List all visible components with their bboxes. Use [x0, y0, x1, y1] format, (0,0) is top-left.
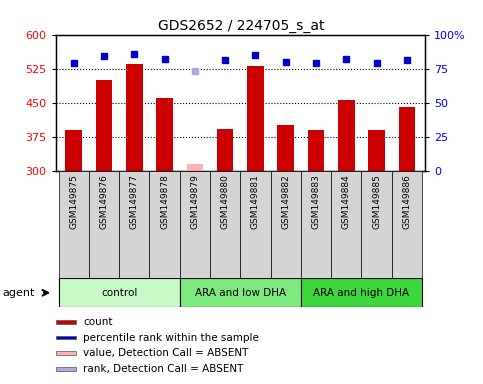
- Bar: [56, 367, 76, 371]
- Bar: [398, 107, 415, 171]
- Bar: [301, 278, 422, 307]
- Bar: [186, 164, 203, 171]
- Text: GSM149875: GSM149875: [69, 174, 78, 229]
- Bar: [368, 130, 385, 171]
- Text: GDS2652 / 224705_s_at: GDS2652 / 224705_s_at: [158, 19, 325, 33]
- Text: GSM149881: GSM149881: [251, 174, 260, 229]
- Text: ARA and low DHA: ARA and low DHA: [195, 288, 286, 298]
- Bar: [96, 80, 113, 171]
- Bar: [56, 320, 76, 324]
- Bar: [241, 171, 270, 278]
- Bar: [392, 171, 422, 278]
- Bar: [89, 171, 119, 278]
- Bar: [180, 278, 301, 307]
- Text: GSM149884: GSM149884: [342, 174, 351, 229]
- Bar: [156, 98, 173, 171]
- Text: agent: agent: [2, 288, 35, 298]
- Bar: [247, 66, 264, 171]
- Bar: [126, 64, 142, 171]
- Bar: [56, 351, 76, 355]
- Bar: [65, 130, 82, 171]
- Text: GSM149882: GSM149882: [281, 174, 290, 229]
- Text: value, Detection Call = ABSENT: value, Detection Call = ABSENT: [83, 348, 249, 358]
- Bar: [301, 171, 331, 278]
- Bar: [270, 171, 301, 278]
- Bar: [119, 171, 149, 278]
- Text: GSM149886: GSM149886: [402, 174, 412, 229]
- Text: GSM149877: GSM149877: [130, 174, 139, 229]
- Bar: [149, 171, 180, 278]
- Text: GSM149876: GSM149876: [99, 174, 109, 229]
- Text: ARA and high DHA: ARA and high DHA: [313, 288, 410, 298]
- Bar: [210, 171, 241, 278]
- Bar: [58, 278, 180, 307]
- Text: percentile rank within the sample: percentile rank within the sample: [83, 333, 259, 343]
- Bar: [331, 171, 361, 278]
- Bar: [180, 171, 210, 278]
- Text: GSM149885: GSM149885: [372, 174, 381, 229]
- Bar: [361, 171, 392, 278]
- Bar: [338, 101, 355, 171]
- Bar: [58, 171, 89, 278]
- Bar: [308, 130, 325, 171]
- Text: control: control: [101, 288, 137, 298]
- Bar: [277, 126, 294, 171]
- Text: GSM149878: GSM149878: [160, 174, 169, 229]
- Bar: [56, 336, 76, 339]
- Text: rank, Detection Call = ABSENT: rank, Detection Call = ABSENT: [83, 364, 243, 374]
- Text: GSM149883: GSM149883: [312, 174, 321, 229]
- Text: count: count: [83, 317, 113, 327]
- Text: GSM149879: GSM149879: [190, 174, 199, 229]
- Text: GSM149880: GSM149880: [221, 174, 229, 229]
- Bar: [217, 129, 233, 171]
